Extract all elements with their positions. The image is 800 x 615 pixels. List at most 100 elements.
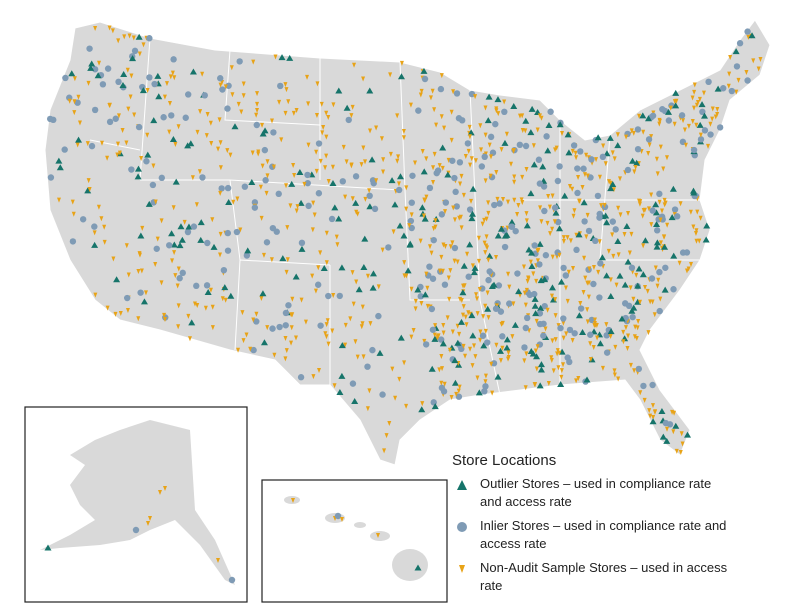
outlier-store — [140, 298, 148, 305]
outlier-store — [494, 232, 502, 239]
inlier-store — [408, 224, 415, 232]
non-audit-store — [463, 353, 468, 359]
inlier-store — [705, 78, 712, 86]
non-audit-store — [478, 123, 483, 129]
non-audit-store — [407, 223, 412, 229]
non-audit-store — [359, 324, 364, 330]
non-audit-store — [518, 113, 523, 119]
outlier-store — [490, 281, 498, 288]
non-audit-store — [458, 214, 463, 220]
non-audit-store — [437, 268, 442, 274]
inlier-store — [697, 136, 705, 143]
outlier-store — [672, 102, 680, 109]
inlier-store — [143, 158, 150, 165]
non-audit-store — [557, 350, 562, 356]
inlier-store — [490, 360, 498, 367]
non-audit-store — [140, 225, 145, 231]
non-audit-store — [255, 101, 260, 107]
non-audit-store — [626, 333, 631, 339]
outlier-store — [134, 165, 142, 172]
non-audit-store — [441, 242, 446, 248]
non-audit-store — [230, 92, 235, 98]
legend-label: Non-Audit Sample Stores – used in access… — [480, 560, 728, 593]
non-audit-store — [437, 163, 442, 169]
outlier-store — [335, 87, 343, 94]
non-audit-store — [218, 252, 223, 258]
inlier-store — [566, 358, 573, 366]
non-audit-store — [524, 287, 529, 293]
non-audit-store — [241, 338, 246, 344]
outlier-store — [338, 342, 346, 349]
non-audit-store — [501, 197, 506, 203]
non-audit-store — [254, 112, 259, 118]
non-audit-store — [393, 395, 398, 401]
non-audit-store — [120, 128, 125, 134]
inlier-store — [253, 318, 260, 325]
outlier-store — [94, 72, 102, 79]
non-audit-store — [647, 408, 652, 414]
outlier-store — [210, 243, 218, 250]
non-audit-store — [288, 203, 293, 209]
inlier-store — [536, 261, 543, 268]
non-audit-store — [273, 54, 278, 60]
outlier-store — [397, 334, 405, 341]
non-audit-store — [293, 335, 298, 341]
inlier-store — [542, 252, 550, 259]
outlier-store — [197, 219, 205, 226]
non-audit-store — [413, 298, 418, 304]
non-audit-store — [176, 266, 181, 272]
non-audit-store — [688, 209, 693, 215]
inlier-store — [512, 227, 519, 235]
non-audit-store — [448, 268, 453, 274]
inlier-store — [560, 315, 567, 322]
outlier-store — [702, 236, 710, 243]
outlier-store — [91, 241, 99, 248]
non-audit-store — [638, 390, 643, 396]
inlier-store — [224, 247, 232, 254]
non-audit-store — [93, 292, 98, 298]
non-audit-store — [167, 129, 172, 135]
outlier-store — [544, 147, 552, 154]
non-audit-store — [650, 299, 655, 305]
non-audit-store — [512, 174, 517, 180]
non-audit-store — [698, 132, 703, 138]
non-audit-store — [176, 324, 181, 330]
non-audit-store — [151, 163, 156, 169]
outlier-store — [596, 340, 604, 347]
non-audit-store — [162, 317, 167, 323]
non-audit-store — [597, 239, 602, 245]
non-audit-store — [350, 196, 355, 202]
inlier-store — [594, 192, 602, 200]
non-audit-store — [86, 80, 91, 86]
outlier-store — [508, 218, 516, 225]
non-audit-store — [323, 331, 328, 337]
inlier-store — [482, 383, 489, 390]
non-audit-store — [285, 257, 290, 263]
outlier-store — [469, 332, 477, 339]
non-audit-store — [432, 107, 437, 113]
non-audit-store — [556, 323, 561, 329]
non-audit-store — [629, 231, 634, 237]
non-audit-store — [678, 450, 683, 456]
non-audit-store — [557, 252, 562, 258]
non-audit-store — [521, 264, 526, 270]
non-audit-store — [99, 140, 104, 146]
non-audit-store — [656, 277, 661, 283]
outlier-store — [185, 223, 193, 230]
non-audit-store — [535, 127, 540, 133]
non-audit-store — [289, 312, 294, 318]
non-audit-store — [433, 218, 438, 224]
legend-symbol — [457, 480, 467, 490]
inlier-store — [634, 145, 642, 153]
non-audit-store — [655, 171, 660, 177]
non-audit-store — [343, 322, 348, 328]
outlier-store — [88, 60, 96, 67]
inlier-store — [263, 239, 271, 246]
inlier-store — [451, 244, 459, 252]
inlier-store — [336, 292, 343, 300]
outlier-store — [431, 335, 439, 342]
outlier-store — [652, 201, 660, 208]
outlier-store — [537, 361, 545, 368]
outlier-store — [635, 265, 643, 272]
non-audit-store — [132, 112, 137, 118]
